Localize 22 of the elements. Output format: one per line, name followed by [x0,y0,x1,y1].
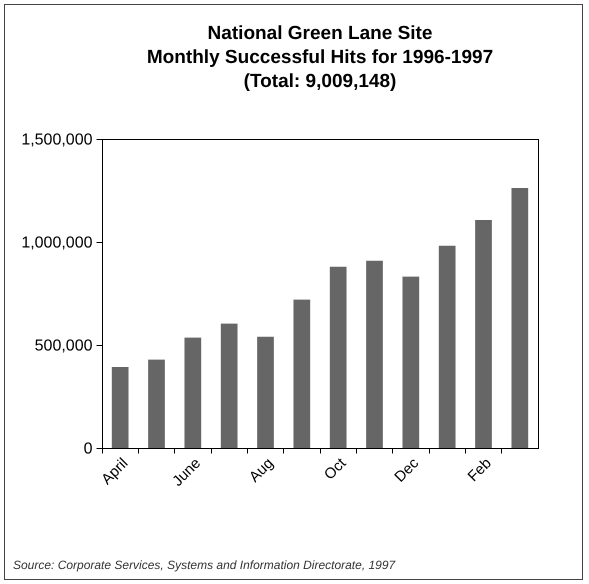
bar [402,276,420,448]
bar [184,338,202,448]
bar [148,360,165,448]
x-tick-label: Aug [246,454,277,486]
y-tick-label: 500,000 [34,338,93,354]
bar [475,220,492,448]
bar [257,336,274,448]
bar [220,324,238,448]
bar [112,367,129,448]
x-tick-label: Dec [391,454,422,486]
source-note: Source: Corporate Services, Systems and Information Directorate, 1997 [13,558,396,572]
x-tick-label: Feb [464,454,495,486]
bar [438,246,456,448]
bar [293,300,310,448]
bar [511,188,528,448]
y-tick-label: 1,500,000 [21,132,93,148]
y-tick-label: 1,000,000 [21,234,93,252]
bar [366,260,383,448]
y-tick-label: 0 [84,440,93,458]
chart-title: National Green Lane Site Monthly Successful Hits for 1996-1997 (Total: 9,009,148) [146,23,494,92]
x-tick-label: Oct [320,454,350,484]
bar [330,266,347,448]
